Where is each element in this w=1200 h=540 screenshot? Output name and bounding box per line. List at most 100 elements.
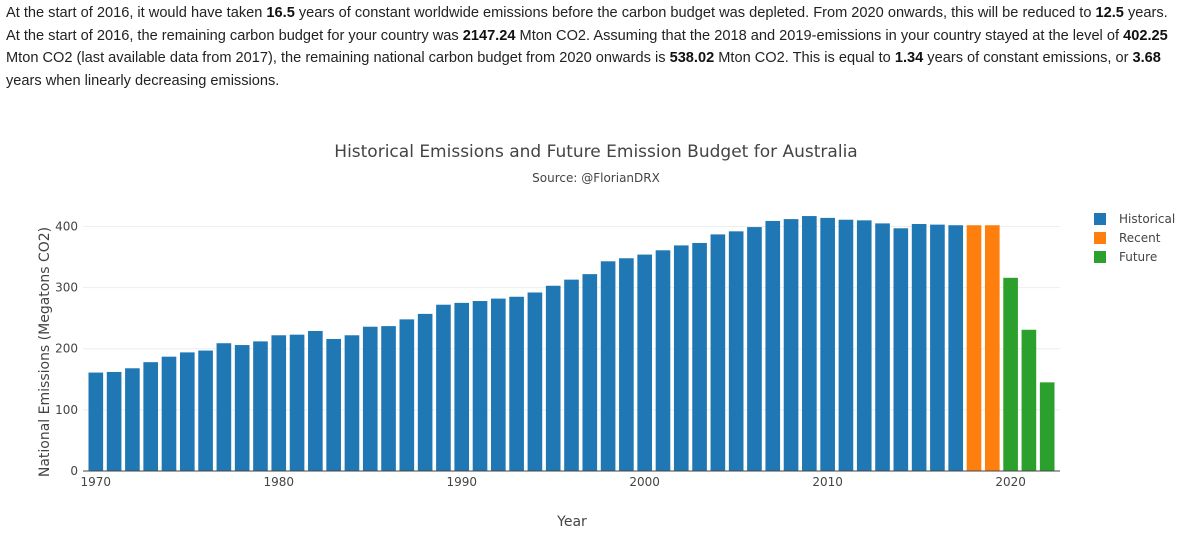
bar-historical-1999[interactable] <box>619 258 634 471</box>
y-axis-title: National Emissions (Megatons CO2) <box>37 227 53 477</box>
bar-historical-2008[interactable] <box>783 219 799 471</box>
y-tick-label: 300 <box>55 281 78 295</box>
summary-text-part: years when linearly decreasing emissions… <box>6 72 280 89</box>
bar-historical-1995[interactable] <box>545 285 561 471</box>
x-tick-label: 2010 <box>812 475 843 489</box>
bar-historical-1990[interactable] <box>454 302 470 471</box>
bar-historical-2001[interactable] <box>655 250 671 471</box>
bar-historical-1979[interactable] <box>253 341 268 471</box>
bar-historical-1972[interactable] <box>125 368 140 471</box>
bar-historical-1973[interactable] <box>143 362 159 471</box>
bar-historical-2011[interactable] <box>838 219 854 471</box>
x-tick-label: 1980 <box>263 475 294 489</box>
legend-label: Historical <box>1119 212 1175 226</box>
bar-future-2021[interactable] <box>1021 329 1037 471</box>
national-budget-2020: 538.02 <box>669 50 715 66</box>
bar-historical-1984[interactable] <box>344 335 360 471</box>
bar-historical-2009[interactable] <box>802 216 817 471</box>
bar-recent-2018[interactable] <box>966 225 982 471</box>
bar-historical-1993[interactable] <box>509 296 524 471</box>
summary-text: At the start of 2016, it would have take… <box>6 2 1196 92</box>
summary-line-2: At the start of 2016, the remaining carb… <box>6 28 1168 89</box>
bar-historical-1991[interactable] <box>472 301 488 471</box>
national-budget-2016: 2147.24 <box>462 27 516 44</box>
bar-historical-1983[interactable] <box>326 338 341 471</box>
summary-text-part: Mton CO2 (last available data from 2017)… <box>6 50 670 66</box>
summary-text-part: At the start of 2016, the remaining carb… <box>6 27 463 44</box>
bar-historical-1976[interactable] <box>198 350 213 471</box>
bar-historical-1996[interactable] <box>564 279 579 471</box>
bar-historical-2014[interactable] <box>893 228 909 471</box>
bar-future-2020[interactable] <box>1003 277 1018 471</box>
bar-historical-2003[interactable] <box>692 242 707 471</box>
summary-text-part: years of constant emissions, or <box>923 50 1133 66</box>
bar-historical-1985[interactable] <box>362 326 378 471</box>
bar-historical-2006[interactable] <box>747 227 762 471</box>
summary-text-part: years. <box>1123 5 1168 21</box>
bar-historical-1981[interactable] <box>289 334 305 471</box>
bar-historical-2017[interactable] <box>948 225 964 471</box>
worldwide-years-2016: 16.5 <box>266 5 295 21</box>
bar-historical-2004[interactable] <box>710 234 726 471</box>
bar-historical-2013[interactable] <box>875 223 890 471</box>
bar-historical-2016[interactable] <box>930 224 945 471</box>
bar-historical-1980[interactable] <box>271 335 287 471</box>
x-tick-label: 2000 <box>629 475 660 489</box>
bar-historical-1971[interactable] <box>106 371 122 471</box>
summary-line-1: At the start of 2016, it would have take… <box>6 5 1168 21</box>
bar-historical-1997[interactable] <box>582 274 598 471</box>
legend-item-recent[interactable]: Recent <box>1094 231 1161 245</box>
summary-text-part: Mton CO2. This is equal to <box>714 50 895 66</box>
bar-historical-1994[interactable] <box>527 292 543 471</box>
bar-historical-1992[interactable] <box>490 298 506 471</box>
bar-future-2022[interactable] <box>1039 382 1055 471</box>
bar-historical-2012[interactable] <box>856 220 872 471</box>
bar-historical-2002[interactable] <box>673 245 689 471</box>
bars[interactable] <box>88 216 1055 471</box>
bar-historical-1998[interactable] <box>600 261 616 471</box>
y-tick-label: 0 <box>70 464 78 478</box>
bar-historical-2000[interactable] <box>637 254 653 471</box>
summary-text-part: years of constant worldwide emissions be… <box>294 5 1096 21</box>
bar-historical-1970[interactable] <box>88 372 104 471</box>
bar-historical-1975[interactable] <box>179 352 195 471</box>
legend-swatch <box>1094 251 1106 263</box>
legend-label: Recent <box>1119 231 1161 245</box>
legend[interactable]: Historical Recent Future <box>1094 212 1175 264</box>
legend-swatch <box>1094 232 1106 244</box>
emissions-chart: Historical Emissions and Future Emission… <box>37 142 1175 530</box>
summary-text-part: Mton CO2. Assuming that the 2018 and 201… <box>515 27 1124 44</box>
bar-historical-1982[interactable] <box>308 330 323 471</box>
chart-subtitle: Source: @FlorianDRX <box>532 171 660 185</box>
bar-historical-2010[interactable] <box>820 217 835 471</box>
bar-historical-1978[interactable] <box>234 345 250 471</box>
years-constant: 1.34 <box>894 50 924 66</box>
summary-text-part: At the start of 2016, it would have take… <box>6 5 267 21</box>
bar-historical-1989[interactable] <box>436 304 451 471</box>
years-decreasing: 3.68 <box>1132 50 1161 66</box>
bar-historical-1977[interactable] <box>216 343 232 471</box>
bar-recent-2019[interactable] <box>984 225 1000 471</box>
x-tick-labels: 1970 1980 1990 2000 2010 2020 <box>81 475 1026 489</box>
bar-historical-1988[interactable] <box>417 313 433 471</box>
y-tick-label: 400 <box>55 219 78 233</box>
bar-historical-1987[interactable] <box>399 319 415 471</box>
legend-item-historical[interactable]: Historical <box>1094 212 1175 226</box>
x-axis-title: Year <box>556 514 587 530</box>
bar-historical-1986[interactable] <box>381 326 396 471</box>
x-tick-label: 1990 <box>446 475 477 489</box>
bar-historical-2005[interactable] <box>728 231 744 471</box>
y-tick-label: 200 <box>55 342 78 356</box>
legend-swatch <box>1094 213 1106 225</box>
bar-historical-2007[interactable] <box>765 220 781 471</box>
x-tick-label: 2020 <box>995 475 1026 489</box>
legend-label: Future <box>1119 250 1157 264</box>
bar-historical-2015[interactable] <box>911 224 927 471</box>
worldwide-years-2020: 12.5 <box>1095 5 1124 21</box>
emission-level: 402.25 <box>1123 27 1168 44</box>
legend-item-future[interactable]: Future <box>1094 250 1157 264</box>
chart-title: Historical Emissions and Future Emission… <box>334 142 857 162</box>
y-tick-label: 100 <box>55 403 78 417</box>
bar-historical-1974[interactable] <box>161 356 177 471</box>
x-tick-label: 1970 <box>81 475 112 489</box>
